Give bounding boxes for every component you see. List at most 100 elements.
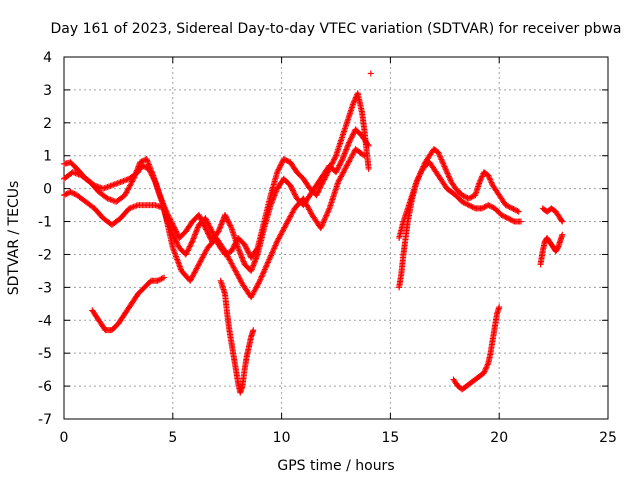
data-point xyxy=(141,163,148,170)
data-point xyxy=(463,194,470,201)
data-point xyxy=(415,173,422,180)
data-point xyxy=(482,367,489,374)
data-point xyxy=(223,215,230,222)
y-tick-label: -3 xyxy=(38,280,52,296)
data-point xyxy=(266,255,273,262)
data-point xyxy=(502,202,509,209)
data-point xyxy=(271,245,278,252)
data-point xyxy=(415,174,422,181)
data-point xyxy=(206,223,213,230)
data-point xyxy=(265,258,272,265)
series-track-h xyxy=(450,304,503,393)
data-point xyxy=(467,202,474,209)
data-point xyxy=(510,206,517,213)
data-point xyxy=(289,186,296,193)
data-point xyxy=(174,240,181,247)
data-point xyxy=(438,156,445,163)
data-point xyxy=(513,207,520,214)
data-point xyxy=(276,165,283,172)
data-point xyxy=(205,230,212,237)
data-point xyxy=(507,204,514,211)
data-point xyxy=(416,172,423,179)
data-point xyxy=(268,252,275,259)
data-point xyxy=(272,242,279,249)
data-point xyxy=(227,223,234,230)
data-point xyxy=(319,220,326,227)
data-point xyxy=(480,204,487,211)
data-point xyxy=(485,202,492,209)
data-point xyxy=(187,242,194,249)
data-point xyxy=(264,260,271,267)
data-point xyxy=(414,177,421,184)
data-point xyxy=(463,200,470,207)
data-point xyxy=(230,244,237,251)
data-point xyxy=(476,179,483,186)
data-point xyxy=(503,214,510,221)
data-point xyxy=(241,241,248,248)
data-point xyxy=(199,218,206,225)
data-point xyxy=(465,202,472,209)
data-point xyxy=(347,136,354,143)
data-point xyxy=(459,198,466,205)
data-point xyxy=(174,231,181,238)
data-point xyxy=(226,221,233,228)
series-track-i xyxy=(537,231,566,268)
data-point xyxy=(278,161,285,168)
data-point xyxy=(261,266,268,273)
data-point xyxy=(206,233,213,240)
data-point xyxy=(185,246,192,253)
data-point xyxy=(267,253,274,260)
data-point xyxy=(173,239,180,246)
data-point xyxy=(484,362,491,369)
data-point xyxy=(289,187,296,194)
data-point xyxy=(172,227,179,234)
data-point xyxy=(140,163,147,170)
data-point xyxy=(477,176,484,183)
data-point xyxy=(280,156,287,163)
data-point xyxy=(188,240,195,247)
data-point xyxy=(161,274,168,281)
data-point xyxy=(208,228,215,235)
data-point xyxy=(318,223,325,230)
data-point xyxy=(486,202,493,209)
data-point xyxy=(314,189,321,196)
data-point xyxy=(506,215,513,222)
data-point xyxy=(62,191,69,198)
data-point xyxy=(333,169,339,176)
data-point xyxy=(63,190,70,197)
data-point xyxy=(365,165,372,172)
data-point xyxy=(257,276,264,283)
data-point xyxy=(559,231,566,238)
data-point xyxy=(250,327,257,334)
data-point xyxy=(500,213,507,220)
data-point xyxy=(435,149,442,156)
data-point xyxy=(197,214,204,221)
data-point xyxy=(203,217,210,224)
data-point xyxy=(287,183,294,190)
data-point xyxy=(334,165,341,172)
axis-ticks xyxy=(63,56,609,420)
data-point xyxy=(204,229,211,236)
data-point xyxy=(283,157,290,164)
data-point xyxy=(316,186,323,193)
data-point xyxy=(207,225,214,232)
data-point xyxy=(262,265,269,272)
data-point xyxy=(209,229,216,236)
data-point xyxy=(437,153,444,160)
data-point xyxy=(436,152,443,159)
data-point xyxy=(440,162,447,169)
data-point xyxy=(330,157,337,164)
data-point xyxy=(173,228,180,235)
data-point xyxy=(244,248,251,255)
data-point xyxy=(182,251,189,258)
y-tick-label: 1 xyxy=(43,149,52,165)
data-point xyxy=(263,263,270,270)
data-point xyxy=(346,139,353,146)
y-tick-label: 0 xyxy=(43,182,52,198)
data-point xyxy=(284,157,291,164)
data-point xyxy=(469,204,476,211)
data-point xyxy=(205,220,212,227)
data-point xyxy=(464,201,471,208)
data-point xyxy=(461,193,468,200)
